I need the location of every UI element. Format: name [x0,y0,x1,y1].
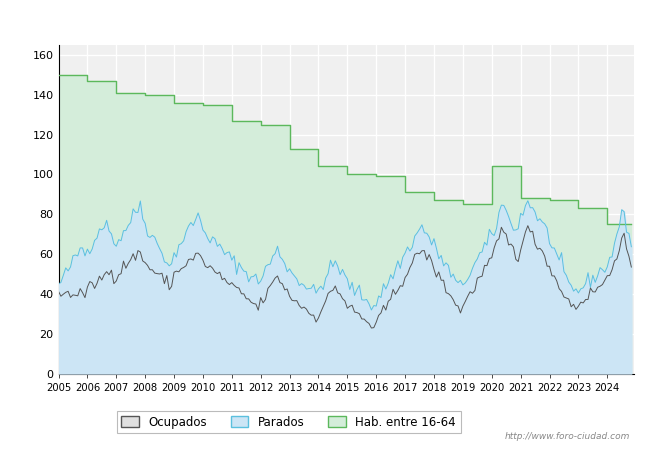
Legend: Ocupados, Parados, Hab. entre 16-64: Ocupados, Parados, Hab. entre 16-64 [116,411,461,433]
Text: http://www.foro-ciudad.com: http://www.foro-ciudad.com [505,432,630,441]
Text: Zorita de la Frontera - Evolucion de la poblacion en edad de Trabajar Noviembre : Zorita de la Frontera - Evolucion de la … [72,14,578,24]
